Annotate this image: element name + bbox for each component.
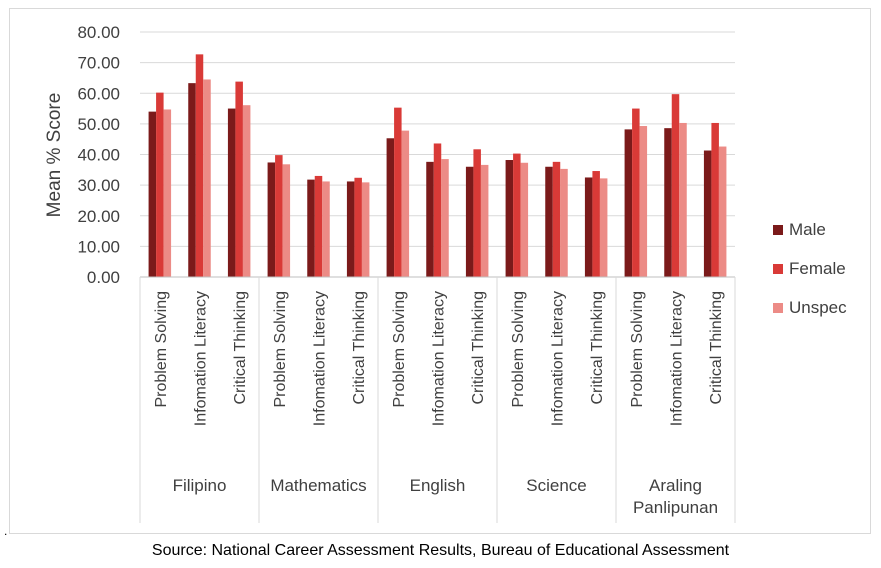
bar-unspec	[560, 168, 568, 277]
x-tick-label: Infomation Literacy	[669, 291, 686, 426]
bar-male	[545, 166, 553, 277]
bar-female	[314, 175, 323, 277]
x-tick-label: Problem Solving	[629, 291, 646, 408]
bar-unspec	[480, 164, 489, 277]
y-tick-label: 80.00	[77, 23, 120, 42]
bar-female	[671, 94, 680, 277]
x-tick-label: Critical Thinking	[351, 291, 368, 405]
bar-unspec	[203, 79, 211, 277]
bar-unspec	[282, 164, 291, 277]
x-tick-label: Critical Thinking	[708, 291, 725, 405]
bar-female	[552, 161, 561, 277]
legend-label-male: Male	[789, 220, 826, 239]
x-tick-label: Infomation Literacy	[193, 291, 210, 426]
group-label: Filipino	[173, 476, 227, 495]
bar-female	[195, 54, 204, 278]
bar-male	[426, 161, 434, 277]
legend-swatch-unspec	[773, 303, 783, 313]
y-tick-label: 20.00	[77, 207, 120, 226]
bar-male	[188, 83, 196, 277]
bar-female	[473, 149, 481, 277]
bar-unspec	[599, 178, 608, 277]
y-tick-label: 70.00	[77, 54, 120, 73]
bar-unspec	[441, 159, 449, 277]
group-label: Mathematics	[270, 476, 366, 495]
bar-unspec	[361, 182, 370, 277]
bar-female	[354, 177, 362, 277]
bar-male	[465, 166, 474, 277]
legend-label-unspec: Unspec	[789, 298, 847, 317]
x-tick-label: Infomation Literacy	[550, 291, 567, 426]
bar-male	[584, 177, 593, 277]
bar-male	[346, 181, 355, 277]
stray-mark: .	[4, 524, 8, 538]
bar-unspec	[718, 146, 727, 277]
y-axis-label: Mean % Score	[44, 93, 65, 218]
bar-unspec	[242, 105, 251, 277]
bar-unspec	[401, 130, 410, 277]
bar-male	[267, 162, 276, 277]
bar-male	[664, 128, 672, 277]
chart-frame	[9, 8, 871, 534]
bar-female	[156, 92, 164, 277]
legend: Male Female Unspec	[773, 220, 847, 317]
x-tick-label: Problem Solving	[153, 291, 170, 408]
legend-label-female: Female	[789, 259, 846, 278]
legend-swatch-female	[773, 264, 783, 274]
bar-male	[227, 108, 236, 277]
bar-unspec	[639, 126, 648, 277]
x-tick-label: Critical Thinking	[470, 291, 487, 405]
bar-female	[711, 122, 719, 277]
bar-male	[624, 129, 633, 277]
bar-unspec	[322, 181, 330, 277]
x-tick-label: Infomation Literacy	[312, 291, 329, 426]
bars	[148, 54, 727, 278]
y-tick-label: 30.00	[77, 176, 120, 195]
group-label: Araling	[649, 476, 702, 495]
x-tick-label: Problem Solving	[391, 291, 408, 408]
bar-unspec	[520, 162, 529, 277]
group-label: English	[410, 476, 466, 495]
x-tick-label: Critical Thinking	[232, 291, 249, 405]
bar-male	[307, 179, 315, 277]
y-tick-label: 40.00	[77, 146, 120, 165]
x-tick-label: Problem Solving	[510, 291, 527, 408]
group-label: Science	[526, 476, 586, 495]
bar-male	[148, 111, 157, 277]
bar-female	[275, 155, 283, 277]
x-tick-label: Problem Solving	[272, 291, 289, 408]
bar-female	[592, 171, 600, 277]
bar-male	[386, 138, 395, 277]
x-tick-label: Critical Thinking	[589, 291, 606, 405]
bar-female	[235, 81, 243, 277]
bar-unspec	[163, 109, 172, 277]
axes: 0.00 10.00 20.00 30.00 40.00 50.00 60.00 70.00 8…	[77, 23, 736, 523]
y-tick-label: 60.00	[77, 84, 120, 103]
bar-female	[433, 143, 442, 277]
bar-male	[703, 150, 712, 277]
bar-female	[513, 153, 521, 277]
source-note: Source: National Career Assessment Resul…	[151, 542, 730, 559]
y-tick-label: 10.00	[77, 237, 120, 256]
bar-unspec	[679, 122, 687, 277]
x-tick-label: Infomation Literacy	[431, 291, 448, 426]
bar-female	[632, 108, 640, 277]
legend-swatch-male	[773, 225, 783, 235]
group-label: Panlipunan	[633, 498, 718, 517]
y-tick-label: 50.00	[77, 115, 120, 134]
bar-female	[394, 107, 402, 277]
bar-male	[505, 160, 514, 277]
y-tick-label: 0.00	[87, 268, 120, 287]
